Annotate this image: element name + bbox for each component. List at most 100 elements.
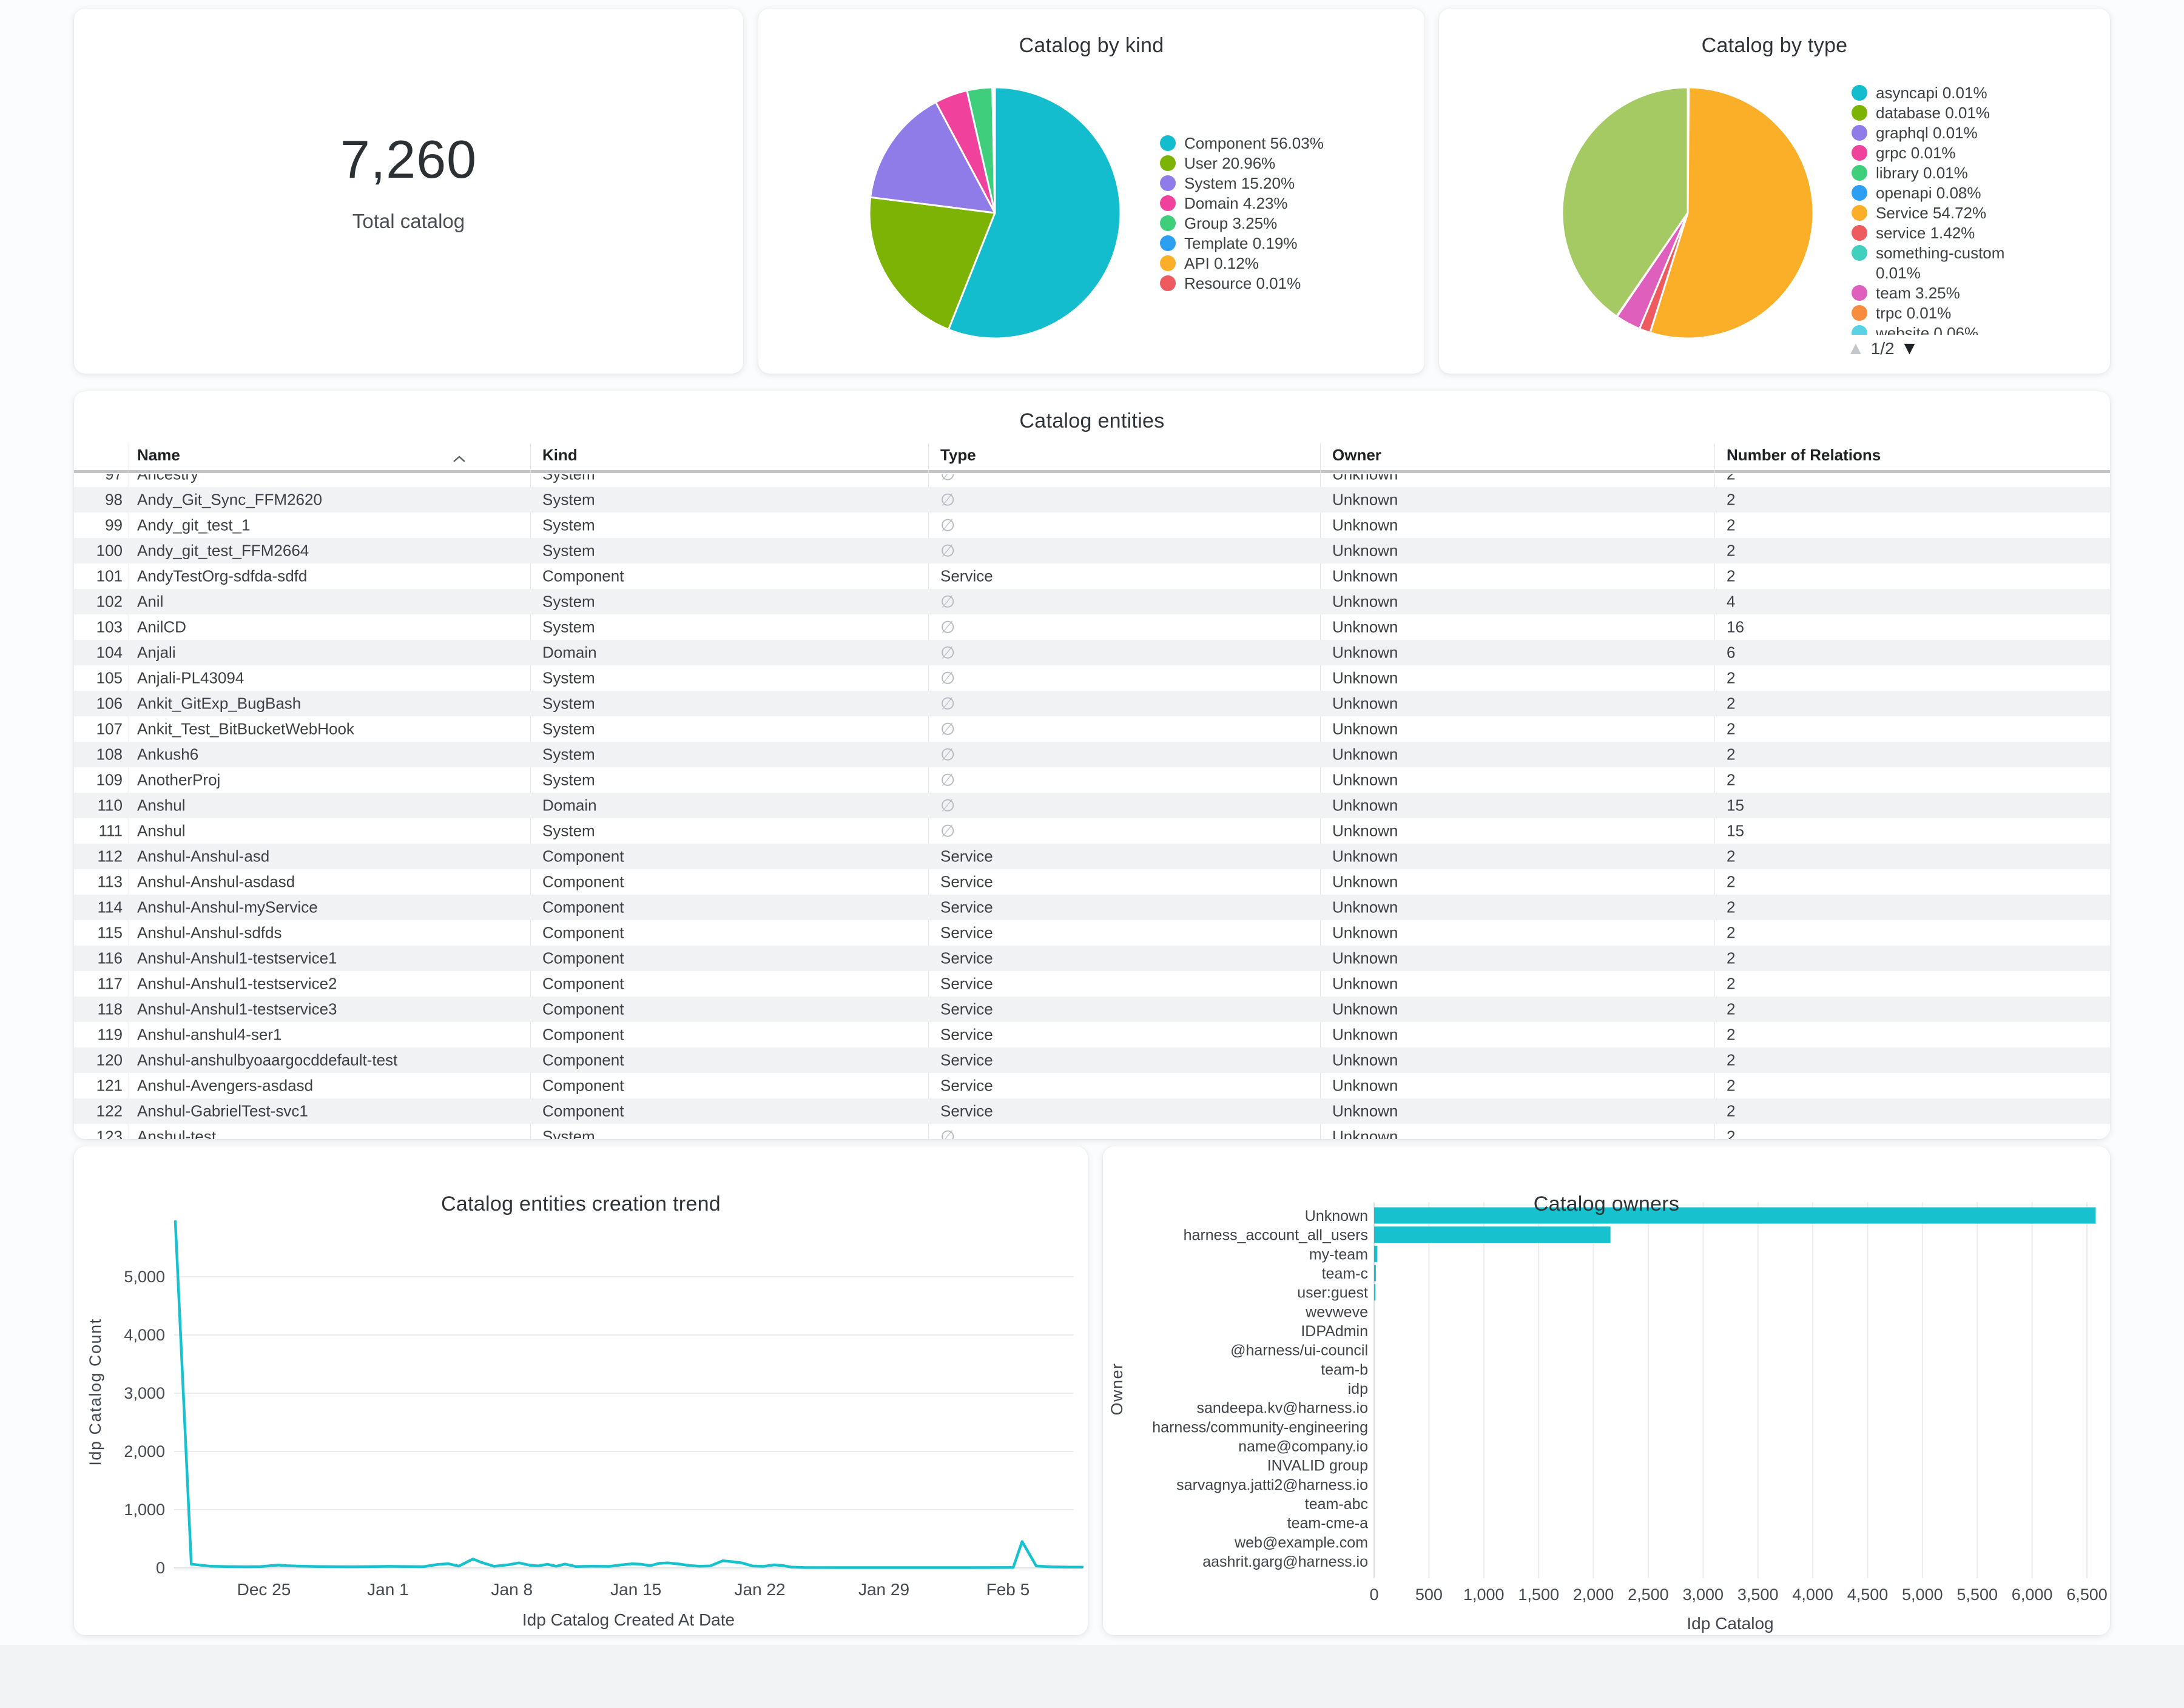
catalog-by-type-title: Catalog by type <box>1701 34 1848 57</box>
cell-kind: System <box>542 1127 595 1140</box>
column-header-kind[interactable]: Kind <box>542 446 578 464</box>
legend-item[interactable]: website 0.06% <box>1852 323 2029 335</box>
legend-item[interactable]: Component 56.03% <box>1160 133 1415 153</box>
cell-kind: Component <box>542 872 624 891</box>
cell-type: Service <box>940 567 993 585</box>
x-axis-title: Idp Catalog <box>1687 1614 1773 1633</box>
legend-item[interactable]: something-custom 0.01% <box>1852 243 2029 283</box>
column-header-relations[interactable]: Number of Relations <box>1727 446 1881 464</box>
legend-item[interactable]: library 0.01% <box>1852 163 2029 183</box>
legend-item[interactable]: System 15.20% <box>1160 173 1415 193</box>
legend-item[interactable]: grpc 0.01% <box>1852 143 2029 163</box>
legend-item[interactable]: User 20.96% <box>1160 153 1415 173</box>
table-row: 108 Ankush6 System ∅ Unknown 2 <box>74 742 2110 767</box>
legend-swatch-icon <box>1852 305 1867 321</box>
legend-label: website 0.06% <box>1876 324 1979 335</box>
cell-name: Anshul-Anshul1-testservice1 <box>137 949 337 967</box>
legend-page-up-icon[interactable]: ▲ <box>1847 338 1865 358</box>
legend-item[interactable]: graphql 0.01% <box>1852 123 2029 143</box>
x-tick-label: Jan 8 <box>491 1580 533 1599</box>
cell-row-number: 104 <box>96 643 123 662</box>
cell-name: Andy_git_test_FFM2664 <box>137 541 309 560</box>
x-tick-label: 5,500 <box>1956 1585 1998 1604</box>
column-header-owner[interactable]: Owner <box>1332 446 1381 464</box>
column-header-type[interactable]: Type <box>940 446 976 464</box>
total-catalog-value: 7,260 <box>340 129 477 189</box>
cell-kind: System <box>542 541 595 560</box>
cell-kind: Component <box>542 1101 624 1120</box>
x-axis-title: Idp Catalog Created At Date <box>522 1610 735 1629</box>
cell-row-number: 109 <box>96 770 123 789</box>
cell-row-number: 100 <box>96 541 123 560</box>
legend-item[interactable]: trpc 0.01% <box>1852 303 2029 323</box>
sort-ascending-icon[interactable] <box>451 449 467 468</box>
legend-item[interactable]: Template 0.19% <box>1160 234 1415 254</box>
table-scrollbar[interactable] <box>74 470 2110 473</box>
cell-type: ∅ <box>940 796 955 816</box>
legend-swatch-icon <box>1852 245 1867 261</box>
column-header-name[interactable]: Name <box>137 446 180 464</box>
legend-item[interactable]: API 0.12% <box>1160 254 1415 274</box>
cell-owner: Unknown <box>1332 821 1398 840</box>
total-catalog-card: 7,260 Total catalog <box>74 8 743 374</box>
y-category-label: idp <box>1348 1380 1368 1397</box>
legend-item[interactable]: service 1.42% <box>1852 223 2029 243</box>
cell-owner: Unknown <box>1332 770 1398 789</box>
legend-item[interactable]: database 0.01% <box>1852 103 2029 123</box>
legend-item[interactable]: team 3.25% <box>1852 283 2029 303</box>
cell-owner: Unknown <box>1332 1127 1398 1140</box>
cell-owner: Unknown <box>1332 1101 1398 1120</box>
table-row: 112 Anshul-Anshul-asd Component Service Unkn… <box>74 844 2110 869</box>
y-category-label: IDPAdmin <box>1301 1323 1368 1340</box>
legend-item[interactable]: openapi 0.08% <box>1852 183 2029 203</box>
cell-row-number: 112 <box>97 847 123 866</box>
cell-type: ∅ <box>940 821 955 841</box>
catalog-entities-card: Catalog entities Name Kind Type Owner Nu… <box>74 391 2110 1139</box>
legend-item[interactable]: Service 54.72% <box>1852 203 2029 223</box>
cell-owner: Unknown <box>1332 719 1398 738</box>
column-divider <box>1320 443 1321 1139</box>
legend-item[interactable]: Domain 4.23% <box>1160 193 1415 214</box>
x-tick-label: Jan 1 <box>367 1580 409 1599</box>
table-row: 107 Ankit_Test_BitBucketWebHook System ∅ Unk… <box>74 716 2110 742</box>
legend-swatch-icon <box>1160 215 1176 231</box>
cell-row-number: 113 <box>97 872 123 891</box>
table-row: 105 Anjali-PL43094 System ∅ Unknown 2 <box>74 665 2110 691</box>
catalog-by-kind-legend: Component 56.03% User 20.96% System 15.20%… <box>1160 133 1415 294</box>
x-tick-label: 4,500 <box>1847 1585 1889 1604</box>
cell-row-number: 123 <box>96 1127 123 1140</box>
cell-relations: 2 <box>1727 949 1736 967</box>
x-tick-label: 1,000 <box>1463 1585 1505 1604</box>
y-category-label: Unknown <box>1305 1208 1368 1225</box>
cell-relations: 2 <box>1727 1000 1736 1018</box>
y-category-label: team-c <box>1322 1265 1368 1282</box>
table-row: 118 Anshul-Anshul1-testservice3 Component S… <box>74 997 2110 1022</box>
legend-label: openapi 0.08% <box>1876 184 1981 202</box>
y-category-label: team-b <box>1321 1361 1368 1378</box>
creation-trend-title: Catalog entities creation trend <box>440 1192 721 1215</box>
legend-swatch-icon <box>1160 255 1176 271</box>
cell-row-number: 103 <box>96 617 123 636</box>
cell-type: Service <box>940 872 993 891</box>
legend-swatch-icon <box>1852 165 1867 181</box>
cell-relations: 2 <box>1727 1127 1736 1140</box>
y-category-label: wevweve <box>1305 1303 1368 1320</box>
cell-relations: 2 <box>1727 1051 1736 1069</box>
legend-item[interactable]: Group 3.25% <box>1160 214 1415 234</box>
cell-name: Andy_Git_Sync_FFM2620 <box>137 490 322 509</box>
legend-page-down-icon[interactable]: ▼ <box>1900 338 1919 358</box>
cell-kind: Component <box>542 1051 624 1069</box>
cell-type: ∅ <box>940 745 955 765</box>
x-tick-label: 2,000 <box>1573 1585 1614 1604</box>
legend-item[interactable]: asyncapi 0.01% <box>1852 83 2029 103</box>
legend-item[interactable]: Resource 0.01% <box>1160 274 1415 294</box>
cell-name: Anshul-Anshul-asd <box>137 847 270 866</box>
table-row: 119 Anshul-anshul4-ser1 Component Service Un… <box>74 1022 2110 1047</box>
cell-owner: Unknown <box>1332 1051 1398 1069</box>
table-row: 100 Andy_git_test_FFM2664 System ∅ Unknown 2 <box>74 538 2110 563</box>
y-axis-title: Idp Catalog Count <box>86 1318 104 1465</box>
cell-type: Service <box>940 974 993 993</box>
cell-name: Anshul-Anshul1-testservice3 <box>137 1000 337 1018</box>
legend-label: Template 0.19% <box>1184 234 1298 252</box>
cell-owner: Unknown <box>1332 745 1398 764</box>
